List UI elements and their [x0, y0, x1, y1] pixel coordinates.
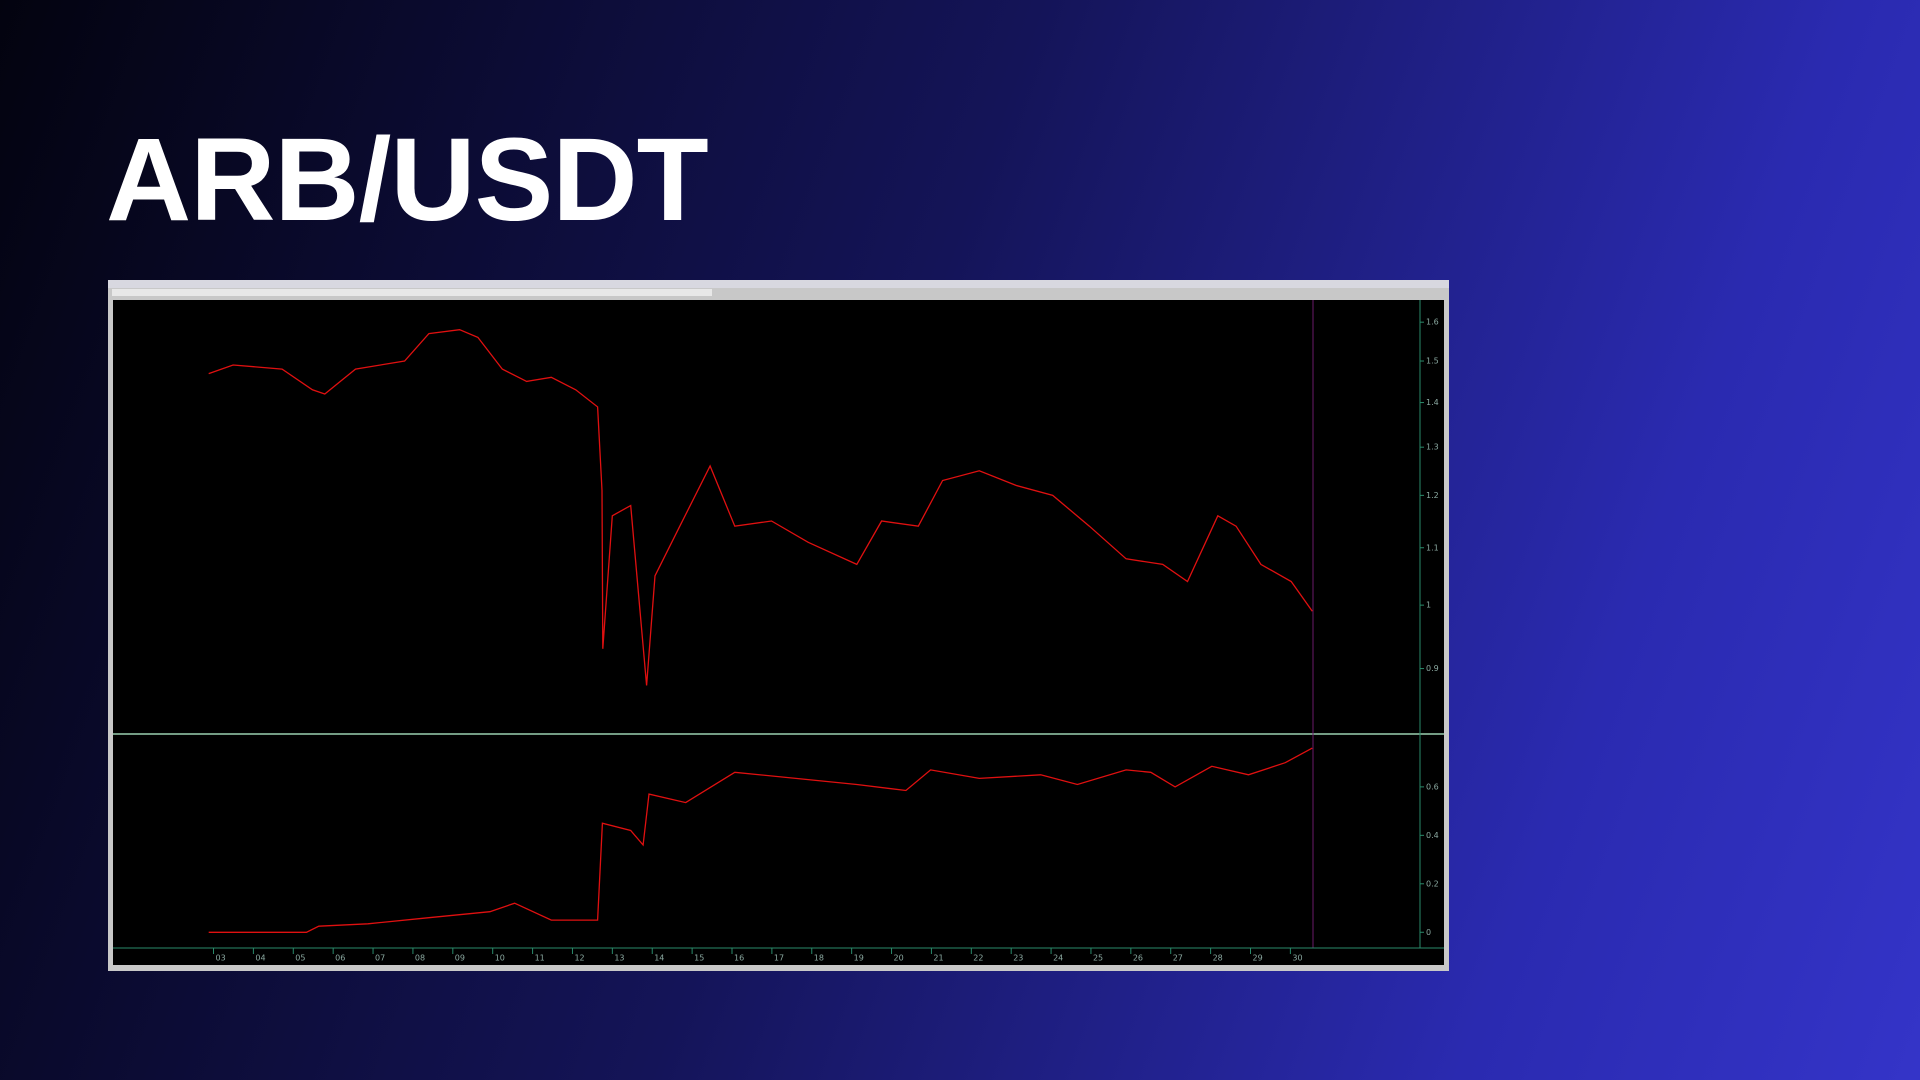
x-tick-label: 10: [495, 954, 505, 963]
chart-area: [113, 300, 1444, 965]
x-tick-label: 06: [335, 954, 345, 963]
x-tick-label: 17: [774, 954, 784, 963]
x-tick-label: 26: [1133, 954, 1143, 963]
x-tick-label: 03: [216, 954, 226, 963]
x-tick-label: 09: [455, 954, 465, 963]
y-tick-label: 1.3: [1426, 443, 1439, 452]
y-tick-label: 1.5: [1426, 357, 1439, 366]
x-tick-label: 28: [1213, 954, 1223, 963]
y-tick-label: 0.2: [1426, 879, 1439, 888]
price-line: [208, 747, 1313, 933]
toolbar: [112, 289, 712, 296]
x-tick-label: 27: [1173, 954, 1183, 963]
x-tick-label: 12: [574, 954, 584, 963]
x-tick-label: 07: [375, 954, 385, 963]
y-tick-label: 1.2: [1426, 491, 1439, 500]
x-tick-label: 22: [973, 954, 983, 963]
y-tick-label: 0.6: [1426, 782, 1439, 791]
x-tick-label: 05: [295, 954, 305, 963]
x-tick-label: 29: [1252, 954, 1262, 963]
price-line: [208, 329, 1313, 686]
y-tick-label: 0: [1426, 928, 1431, 937]
title-bar: [108, 280, 1449, 288]
x-tick-label: 25: [1093, 954, 1103, 963]
x-tick-label: 21: [933, 954, 943, 963]
x-tick-label: 14: [654, 954, 664, 963]
x-tick-label: 24: [1053, 954, 1063, 963]
x-tick-label: 30: [1292, 954, 1302, 963]
x-tick-label: 13: [614, 954, 624, 963]
x-tick-label: 15: [694, 954, 704, 963]
x-tick-label: 16: [734, 954, 744, 963]
slide-title: ARB/USDT: [106, 114, 709, 246]
y-tick-label: 1.1: [1426, 543, 1439, 552]
x-tick-label: 18: [814, 954, 824, 963]
chart: 1.6 1.5 1.4 1.3 1.2 1.1 1 0.9 0 0.2 0.4 0.6 03 04 05 06…: [108, 280, 1449, 965]
x-tick-label: 19: [854, 954, 864, 963]
y-tick-label: 1.6: [1426, 318, 1439, 327]
y-tick-label: 0.9: [1426, 664, 1439, 673]
y-tick-label: 1: [1426, 601, 1431, 610]
trading-window: 1.6 1.5 1.4 1.3 1.2 1.1 1 0.9 0 0.2 0.4 0.6 03 04 05 06…: [108, 280, 1449, 971]
x-tick-label: 11: [535, 954, 545, 963]
x-tick-label: 20: [894, 954, 904, 963]
x-tick-label: 04: [255, 954, 265, 963]
x-tick-label: 08: [415, 954, 425, 963]
y-tick-label: 0.4: [1426, 831, 1439, 840]
x-tick-label: 23: [1013, 954, 1023, 963]
y-tick-label: 1.4: [1426, 398, 1439, 407]
